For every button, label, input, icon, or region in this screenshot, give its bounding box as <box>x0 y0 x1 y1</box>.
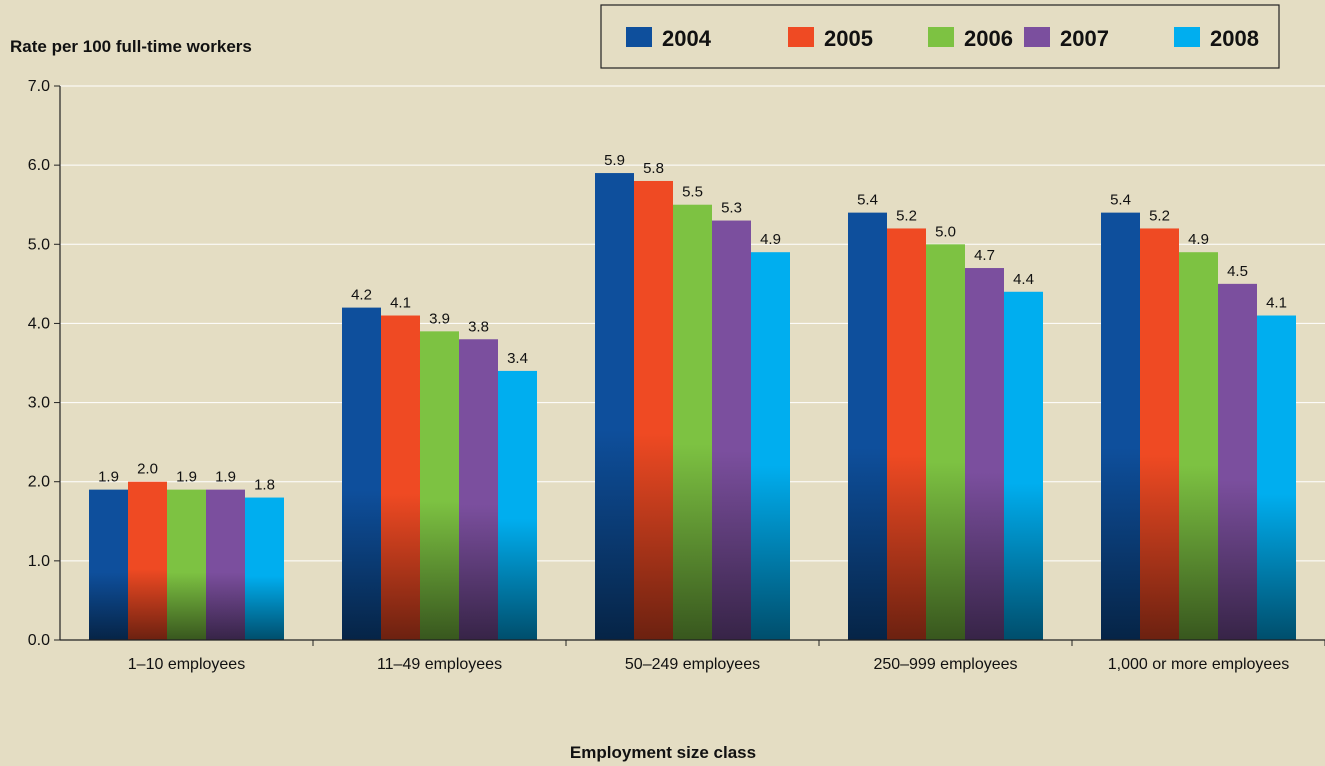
bar-2006 <box>420 331 459 640</box>
data-label: 1.8 <box>254 477 275 494</box>
bar-2005 <box>887 228 926 640</box>
x-axis-title: Employment size class <box>570 743 756 762</box>
data-label: 1.9 <box>215 469 236 486</box>
bar-2008 <box>1257 315 1296 640</box>
bar-2008 <box>751 252 790 640</box>
y-axis-title: Rate per 100 full-time workers <box>10 37 252 56</box>
legend-label-2006: 2006 <box>964 26 1013 51</box>
data-label: 4.4 <box>1013 271 1034 288</box>
y-tick-label: 6.0 <box>28 157 50 174</box>
bar-2004 <box>595 173 634 641</box>
bar-2008 <box>498 370 537 640</box>
data-label: 4.5 <box>1227 263 1248 280</box>
legend-swatch-2007 <box>1024 27 1050 47</box>
data-label: 4.9 <box>1188 231 1209 248</box>
legend-label-2004: 2004 <box>662 26 712 51</box>
y-tick-label: 4.0 <box>28 315 50 332</box>
legend-frame <box>600 4 1280 69</box>
legend: 2004 2005 2006 2007 2008 <box>600 4 1280 69</box>
y-tick-label: 2.0 <box>28 474 50 491</box>
data-label: 5.4 <box>1110 192 1131 209</box>
bar-2004 <box>89 489 128 640</box>
bar-2007 <box>206 489 245 640</box>
data-label: 4.9 <box>760 231 781 248</box>
legend-swatch-2004 <box>626 27 652 47</box>
x-category-label: 50–249 employees <box>625 656 760 673</box>
bar-2005 <box>128 481 167 640</box>
bar-2005 <box>381 315 420 640</box>
bar-2006 <box>1179 252 1218 640</box>
bars <box>89 173 1296 641</box>
x-category-label: 11–49 employees <box>377 656 502 673</box>
legend-label-2007: 2007 <box>1060 26 1109 51</box>
data-label: 1.9 <box>98 469 119 486</box>
bar-2005 <box>634 180 673 640</box>
y-tick-label: 7.0 <box>28 78 50 95</box>
bar-2006 <box>926 244 965 641</box>
data-label: 3.9 <box>429 310 450 327</box>
legend-label-2005: 2005 <box>824 26 873 51</box>
data-label: 5.9 <box>604 152 625 169</box>
data-label: 4.1 <box>1266 295 1287 312</box>
legend-swatch-2008 <box>1174 27 1200 47</box>
data-label: 5.0 <box>935 223 956 240</box>
data-labels: 1.9 2.0 1.9 1.9 1.8 4.2 4.1 3.9 3.8 3.4 5.9 5.8 5.5 5… <box>98 152 1287 493</box>
bar-2004 <box>342 307 381 640</box>
data-label: 4.2 <box>351 287 372 304</box>
legend-swatch-2005 <box>788 27 814 47</box>
y-tick-label: 5.0 <box>28 236 50 253</box>
data-label: 4.7 <box>974 247 995 264</box>
data-label: 5.5 <box>682 184 703 201</box>
x-category-label: 1–10 employees <box>128 656 245 673</box>
data-label: 2.0 <box>137 461 158 478</box>
y-tick-label: 0.0 <box>28 632 50 649</box>
x-category-label: 1,000 or more employees <box>1108 656 1289 673</box>
bar-2008 <box>245 497 284 640</box>
axes: 0.0 1.0 2.0 3.0 4.0 5.0 6.0 7.0 1–10 employees 11… <box>28 78 1325 673</box>
bar-2004 <box>848 212 887 640</box>
y-tick-label: 1.0 <box>28 553 50 570</box>
x-category-label: 250–999 employees <box>873 656 1017 673</box>
data-label: 4.1 <box>390 295 411 312</box>
bar-2007 <box>965 268 1004 640</box>
data-label: 5.3 <box>721 200 742 217</box>
data-label: 3.8 <box>468 318 489 335</box>
legend-label-2008: 2008 <box>1210 26 1259 51</box>
bar-2004 <box>1101 212 1140 640</box>
legend-swatch-2006 <box>928 27 954 47</box>
data-label: 5.2 <box>1149 207 1170 224</box>
bar-2007 <box>1218 283 1257 640</box>
bar-2005 <box>1140 228 1179 640</box>
bar-2006 <box>673 204 712 640</box>
bar-2007 <box>459 339 498 640</box>
data-label: 1.9 <box>176 469 197 486</box>
data-label: 3.4 <box>507 350 528 367</box>
bar-2007 <box>712 220 751 641</box>
data-label: 5.8 <box>643 160 664 177</box>
bar-2008 <box>1004 291 1043 640</box>
data-label: 5.4 <box>857 192 878 209</box>
bar-2006 <box>167 489 206 640</box>
data-label: 5.2 <box>896 207 917 224</box>
y-tick-label: 3.0 <box>28 395 50 412</box>
